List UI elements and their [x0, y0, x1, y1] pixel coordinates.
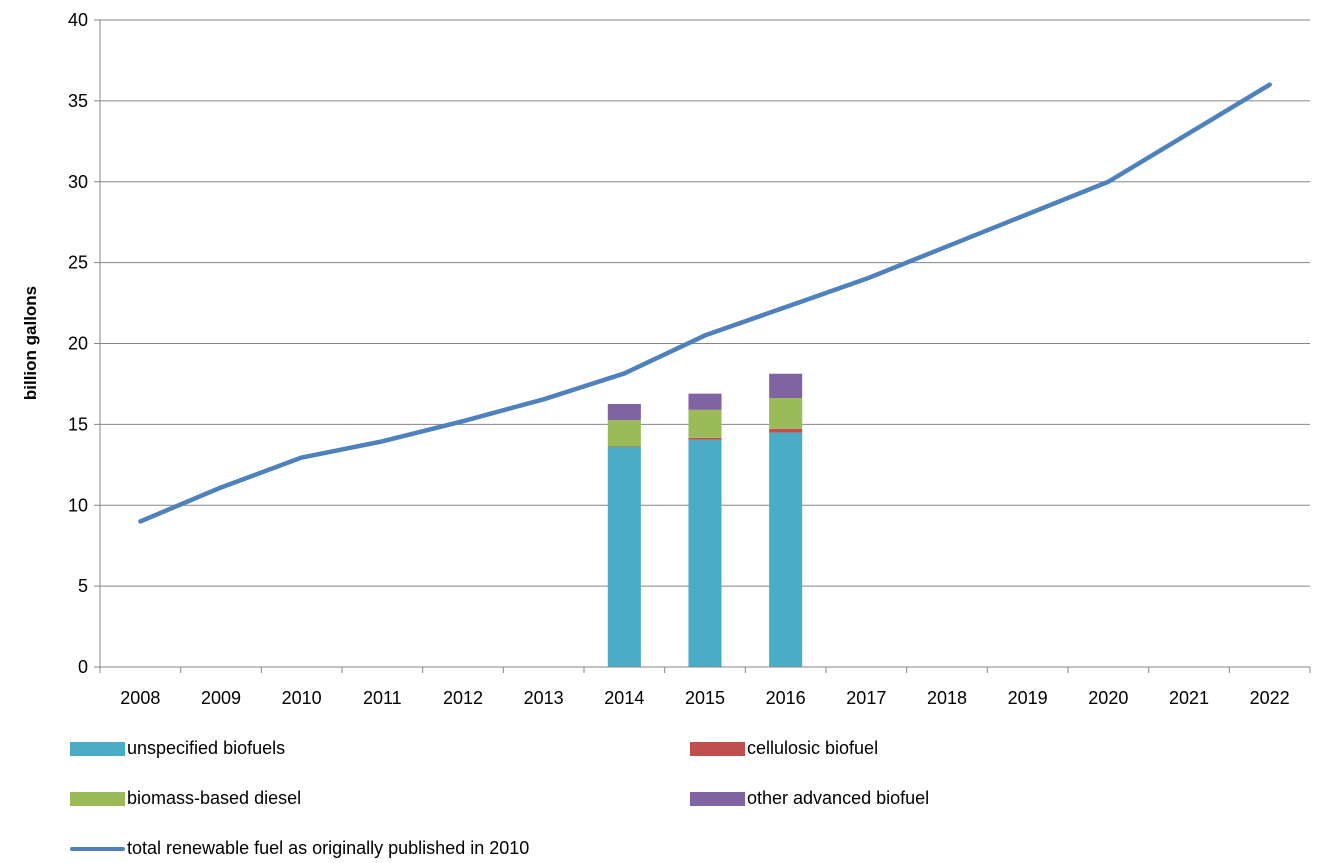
- bar-segment: [688, 394, 721, 410]
- bar-segment: [608, 447, 641, 667]
- bar-segment: [688, 438, 721, 440]
- y-tick-label: 10: [68, 495, 88, 515]
- bar-segment: [608, 420, 641, 446]
- bar-segment: [769, 398, 802, 429]
- bars: [608, 374, 802, 667]
- y-tick-label: 35: [68, 91, 88, 111]
- x-tick-label: 2019: [1008, 688, 1048, 708]
- y-tick-label: 15: [68, 414, 88, 434]
- x-tick-label: 2021: [1169, 688, 1209, 708]
- x-tick-label: 2022: [1250, 688, 1290, 708]
- x-tick-label: 2013: [524, 688, 564, 708]
- y-axis-title: billion gallons: [21, 286, 40, 400]
- x-tick-label: 2020: [1088, 688, 1128, 708]
- x-tick-label: 2009: [201, 688, 241, 708]
- x-tick-label: 2014: [604, 688, 644, 708]
- x-tick-label: 2017: [846, 688, 886, 708]
- x-axis-ticks: 2008 2009 2010 2011 2012 2013 2014 2015 2016 2017…: [120, 688, 1289, 708]
- x-tick-label: 2008: [120, 688, 160, 708]
- bar-segment: [769, 429, 802, 433]
- y-tick-label: 20: [68, 334, 88, 354]
- bar-segment: [688, 440, 721, 667]
- y-tick-label: 5: [78, 576, 88, 596]
- x-tick-label: 2011: [363, 688, 402, 708]
- x-tick-label: 2015: [685, 688, 725, 708]
- bar-segment: [769, 374, 802, 398]
- bar-segment: [769, 432, 802, 667]
- x-tick-label: 2012: [443, 688, 483, 708]
- y-axis-ticks: 0 5 10 15 20 25 30 35 40: [68, 10, 88, 677]
- y-tick-label: 40: [68, 10, 88, 30]
- x-tick-label: 2010: [282, 688, 322, 708]
- y-tick-label: 30: [68, 172, 88, 192]
- bar-segment: [688, 410, 721, 438]
- x-tick-label: 2018: [927, 688, 967, 708]
- y-tick-label: 0: [78, 657, 88, 677]
- bar-segment: [608, 404, 641, 420]
- y-tick-label: 25: [68, 253, 88, 273]
- x-tick-label: 2016: [766, 688, 806, 708]
